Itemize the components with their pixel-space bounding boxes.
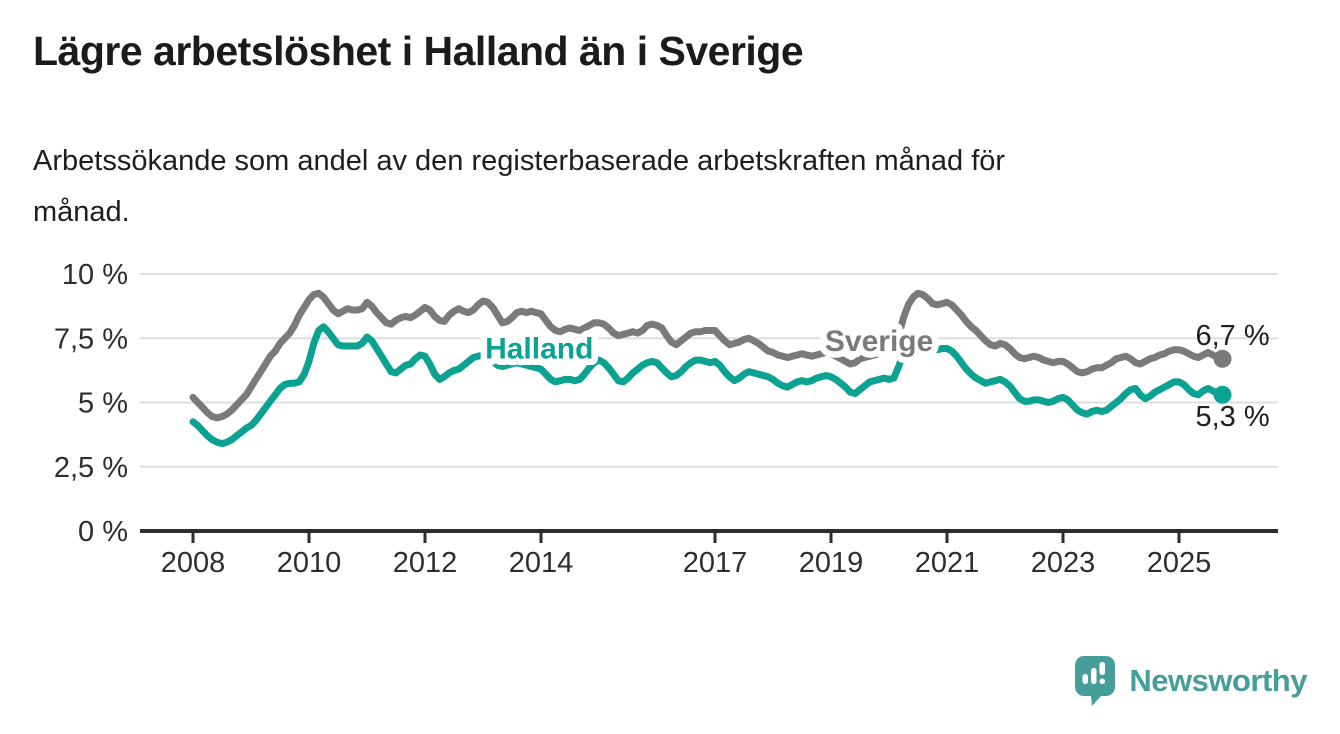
newsworthy-wordmark: Newsworthy bbox=[1129, 663, 1307, 698]
chart-subtitle: Arbetssökande som andel av den registerb… bbox=[33, 136, 1313, 238]
y-axis-tick-label: 10 % bbox=[62, 259, 128, 291]
x-axis-tick-label: 2017 bbox=[683, 547, 748, 579]
newsworthy-logo[interactable]: Newsworthy bbox=[1074, 656, 1307, 706]
x-axis-tick-label: 2025 bbox=[1147, 547, 1212, 579]
series-end-value-sverige: 6,7 % bbox=[1196, 320, 1270, 352]
x-axis-tick-label: 2019 bbox=[799, 547, 864, 579]
chart-subtitle-line2: månad. bbox=[33, 196, 130, 228]
series-end-value-halland: 5,3 % bbox=[1196, 401, 1270, 433]
y-axis-tick-label: 7,5 % bbox=[54, 323, 128, 355]
series-line-halland bbox=[189, 323, 1226, 448]
newsworthy-speech-bubble-chart-icon bbox=[1075, 656, 1116, 706]
y-axis-tick-label: 0 % bbox=[78, 516, 128, 548]
x-axis-tick-label: 2021 bbox=[915, 547, 980, 579]
series-label-halland: Halland bbox=[485, 333, 593, 366]
series-line-sverige bbox=[189, 289, 1226, 422]
x-axis-tick-label: 2012 bbox=[393, 547, 458, 579]
x-axis-tick-label: 2010 bbox=[277, 547, 342, 579]
y-axis-tick-label: 5 % bbox=[78, 388, 128, 420]
x-axis-tick-label: 2023 bbox=[1031, 547, 1096, 579]
page-title: Lägre arbetslöshet i Halland än i Sverig… bbox=[33, 28, 804, 74]
chart-subtitle-line1: Arbetssökande som andel av den registerb… bbox=[33, 145, 1006, 177]
x-axis-tick-label: 2014 bbox=[509, 547, 574, 579]
y-axis-tick-label: 2,5 % bbox=[54, 452, 128, 484]
series-label-sverige: Sverige bbox=[825, 325, 933, 358]
x-axis-tick-label: 2008 bbox=[161, 547, 226, 579]
series-end-dot-sverige bbox=[1213, 349, 1232, 368]
series-end-dot-halland bbox=[1213, 385, 1232, 404]
